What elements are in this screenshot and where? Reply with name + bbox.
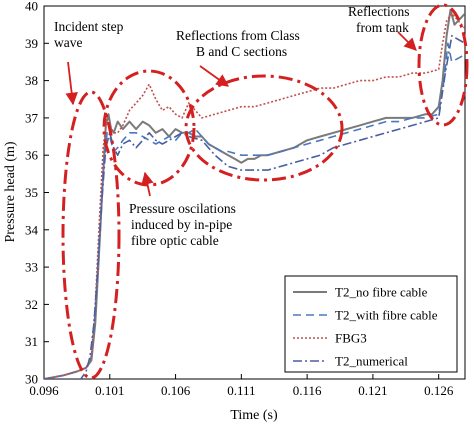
annotation-oscillations-line-2: induced by in-pipe [131, 217, 232, 232]
annotation-class-bc-line-2: B and C sections [196, 44, 287, 59]
x-tick-label: 0.121 [358, 383, 387, 398]
series-line-1 [44, 8, 465, 379]
highlight-layer [61, 3, 469, 380]
series-line-2 [44, 42, 465, 379]
y-tick-label: 33 [25, 260, 38, 275]
legend-label-4: T2_numerical [335, 354, 408, 369]
annotation-oscillations: Pressure oscilations induced by in-pipe … [129, 201, 239, 248]
x-tick-label: 0.116 [293, 383, 322, 398]
annotation-tank-line-2: from tank [356, 20, 409, 35]
series-line-4 [44, 34, 465, 379]
series-line-3 [44, 12, 465, 379]
annotation-oscillations-line-3: fibre optic cable [131, 233, 219, 248]
x-tick-label: 0.126 [424, 383, 454, 398]
legend-label-1: T2_no fibre cable [335, 285, 428, 300]
class-bc-ellipse [184, 74, 344, 182]
y-axis-title: Pressure head (m) [3, 141, 18, 242]
x-tick-label: 0.096 [29, 383, 59, 398]
tank-arrow [397, 31, 417, 51]
annotation-class-bc-line-1: Reflections from Class [176, 28, 300, 43]
tank-ellipse [417, 3, 469, 127]
y-tick-label: 31 [25, 334, 38, 349]
incident-arrow [65, 61, 78, 106]
y-tick-label: 37 [25, 110, 39, 125]
x-axis-title: Time (s) [230, 408, 278, 423]
incident-ellipse [61, 90, 121, 380]
y-tick-label: 40 [25, 0, 38, 14]
y-tick-label: 32 [25, 297, 38, 312]
annotation-tank-line-1: Reflections [348, 4, 409, 19]
annotation-class-bc: Reflections from Class B and C sections [176, 28, 303, 59]
legend-label-2: T2_with fibre cable [335, 308, 438, 323]
y-tick-label: 39 [25, 36, 38, 51]
oscillation-ellipse [102, 69, 196, 187]
oscillation-arrow [141, 171, 154, 197]
annotation-arrows [65, 31, 417, 197]
y-tick-label: 34 [25, 222, 39, 237]
series-layer [44, 8, 465, 379]
annotation-incident: Incident step wave [54, 19, 127, 50]
legend-items: T2_no fibre cable T2_with fibre cable FBG3… [293, 285, 438, 369]
y-tick-label: 38 [25, 73, 38, 88]
legend-label-3: FBG3 [335, 331, 367, 346]
annotation-incident-line-2: wave [54, 35, 82, 50]
y-tick-label: 30 [25, 372, 38, 387]
annotation-tank: Reflections from tank [348, 4, 413, 35]
annotation-oscillations-line-1: Pressure oscilations [129, 201, 236, 216]
x-tick-label: 0.101 [95, 383, 124, 398]
legend: T2_no fibre cable T2_with fibre cable FBG3… [284, 275, 458, 373]
y-tick-label: 35 [25, 185, 38, 200]
class-bc-arrow [199, 65, 230, 87]
x-tick-label: 0.111 [227, 383, 255, 398]
y-tick-label: 36 [25, 148, 39, 163]
annotation-incident-line-1: Incident step [54, 19, 124, 34]
axis-ticks: 0.096 0.101 0.106 0.111 0.116 0.121 0.126 30 31 3… [25, 0, 454, 398]
x-tick-label: 0.106 [161, 383, 191, 398]
